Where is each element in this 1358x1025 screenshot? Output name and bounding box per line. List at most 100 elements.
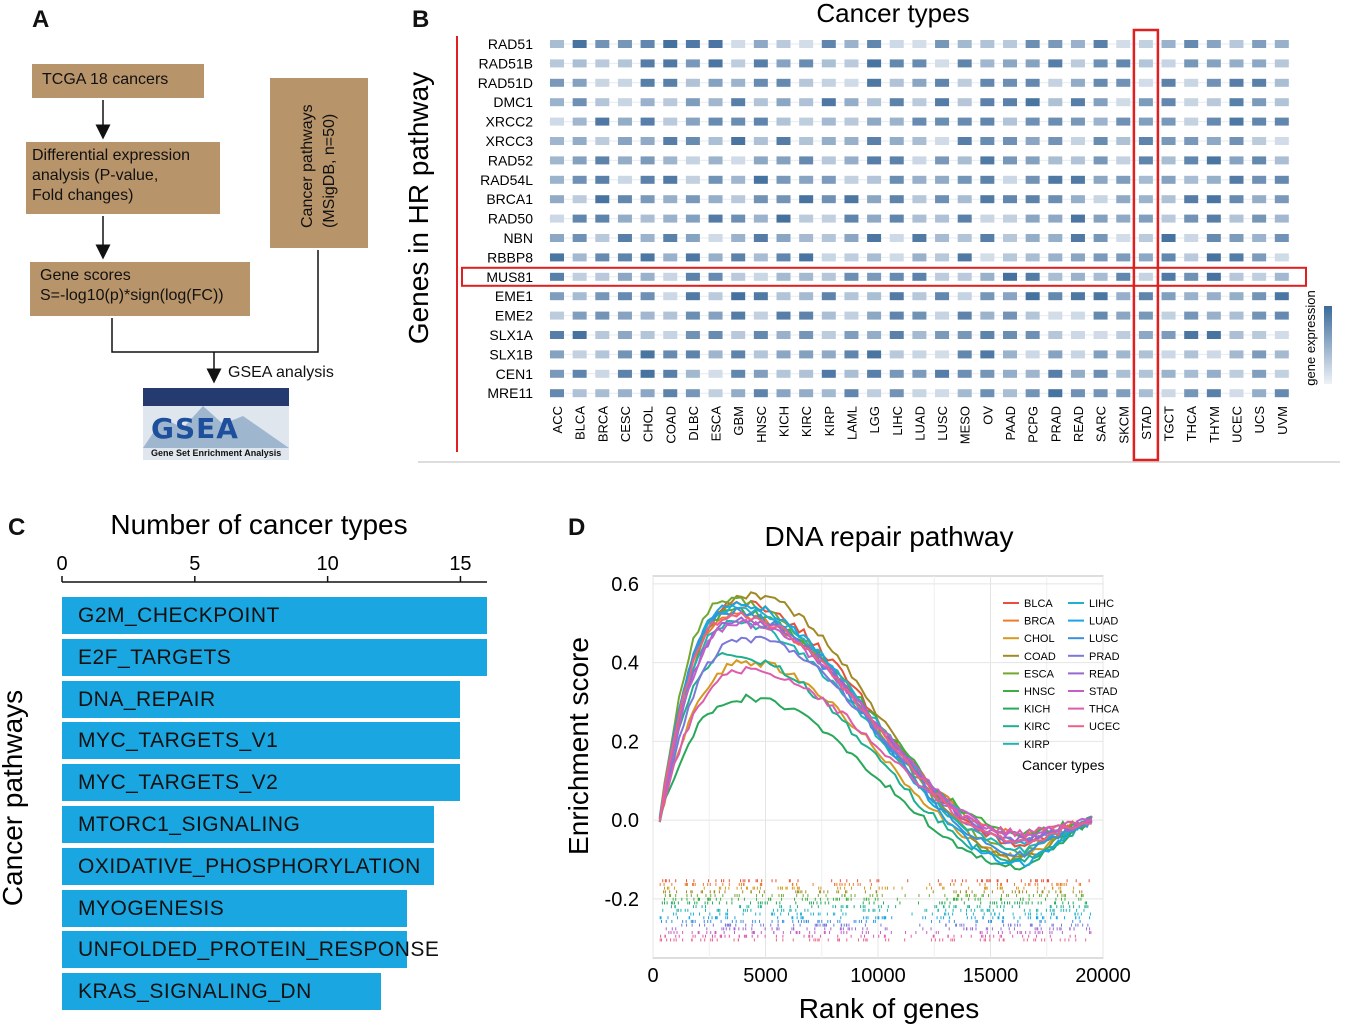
heatmap-cell (889, 40, 904, 48)
gene-label: RAD51D (478, 75, 533, 91)
heatmap-cell (663, 272, 678, 281)
heatmap-cell (799, 156, 814, 165)
heatmap-cell (685, 369, 700, 378)
pathway-bar-label: UNFOLDED_PROTEIN_RESPONSE (78, 938, 440, 962)
heatmap-cell (1116, 311, 1131, 320)
cancer-type-label: CESC (618, 406, 633, 442)
pathway-bar-label: MYOGENESIS (78, 896, 225, 920)
heatmap-cell (1252, 234, 1267, 242)
heatmap-cell (663, 98, 678, 107)
heatmap-cell (1229, 389, 1244, 398)
pathway-bar (62, 638, 487, 676)
heatmap-cell (799, 292, 814, 301)
heatmap-cell (572, 156, 587, 165)
heatmap-cell (935, 311, 950, 320)
heatmap-cell (980, 214, 995, 223)
heatmap-cell (821, 156, 836, 165)
heatmap-cell (731, 369, 746, 378)
heatmap-cell (550, 292, 564, 301)
cancer-type-label: READ (1071, 406, 1086, 442)
heatmap-cell (1161, 253, 1176, 262)
pathway-bar (62, 764, 461, 802)
heatmap-cell (935, 175, 950, 184)
heatmap-cell (640, 272, 655, 281)
heatmap-cell (572, 195, 587, 204)
gene-label: BRCA1 (486, 191, 533, 207)
heatmap-cell (1252, 350, 1267, 359)
heatmap-cell (708, 98, 723, 107)
heatmap-cell (776, 40, 791, 48)
heatmap-cell (957, 253, 972, 262)
heatmap-cell (1161, 195, 1176, 204)
heatmap-cell (821, 331, 836, 339)
heatmap-cell (935, 195, 950, 204)
heatmap-cell (1003, 175, 1017, 184)
heatmap-cell (617, 98, 632, 107)
heatmap-cell (1048, 98, 1063, 107)
heatmap-cell (776, 117, 791, 126)
heatmap-cell (1274, 175, 1289, 184)
heatmap-cell (799, 253, 814, 262)
heatmap-cell (753, 137, 768, 145)
heatmap-cell (799, 175, 814, 184)
gene-label: SLX1B (489, 346, 533, 362)
heatmap-cell (1229, 214, 1244, 223)
heatmap-cell (821, 195, 836, 204)
heatmap-cell (821, 59, 836, 68)
heatmap-cell (957, 78, 972, 87)
heatmap-cell (1138, 369, 1153, 378)
heatmap-cell (663, 156, 678, 165)
heatmap-cell (957, 350, 972, 359)
heatmap-cell (1161, 331, 1176, 339)
heatmap-cell (708, 195, 723, 204)
heatmap-cell (889, 59, 904, 68)
heatmap-cell (640, 175, 655, 184)
heatmap-cell (1229, 331, 1244, 339)
heatmap-cell (799, 350, 814, 359)
heatmap-cell (663, 292, 678, 301)
heatmap-cell (1274, 156, 1289, 165)
heatmap-cell (753, 272, 768, 281)
heatmap-cell (844, 369, 859, 378)
line-chart-title: DNA repair pathway (764, 521, 1013, 552)
heatmap-cell (572, 175, 587, 184)
heatmap-cell (1252, 272, 1267, 281)
heatmap-cell (1025, 311, 1040, 320)
heatmap-cell (550, 59, 564, 68)
pathway-bar (62, 973, 381, 1011)
heatmap-cell (663, 137, 678, 145)
gene-label: EME1 (495, 288, 533, 304)
heatmap-cell (889, 331, 904, 339)
heatmap-cell (912, 40, 927, 48)
heatmap-cell (550, 117, 564, 126)
heatmap-cell (1116, 175, 1131, 184)
heatmap-cell (821, 117, 836, 126)
heatmap-cell (1229, 156, 1244, 165)
heatmap-cell (912, 59, 927, 68)
heatmap-cell (550, 195, 564, 204)
heatmap-cell (776, 59, 791, 68)
heatmap-cell (799, 234, 814, 242)
heatmap-cell (1116, 156, 1131, 165)
heatmap-cell (821, 78, 836, 87)
heatmap-cell (1003, 156, 1017, 165)
heatmap-cell (776, 389, 791, 398)
heatmap-cell (1116, 234, 1131, 242)
heatmap-cell (1048, 234, 1063, 242)
heatmap-cell (1184, 40, 1199, 48)
flowchart-connectors (95, 100, 319, 384)
heatmap-cell (595, 117, 610, 126)
heatmap-cell (1184, 137, 1199, 145)
heatmap-cell (685, 40, 700, 48)
heatmap-cell (753, 350, 768, 359)
heatmap-cell (753, 59, 768, 68)
cancer-type-label: UCS (1252, 406, 1267, 434)
heatmap-cell (1184, 389, 1199, 398)
gsea-logo-band (143, 388, 289, 406)
heatmap-cell (1206, 331, 1221, 339)
heatmap-cell (1116, 272, 1131, 281)
heatmap-cell (935, 214, 950, 223)
heatmap-cell (708, 137, 723, 145)
heatmap-cell (935, 369, 950, 378)
y-tick-label: 0.2 (611, 731, 639, 753)
